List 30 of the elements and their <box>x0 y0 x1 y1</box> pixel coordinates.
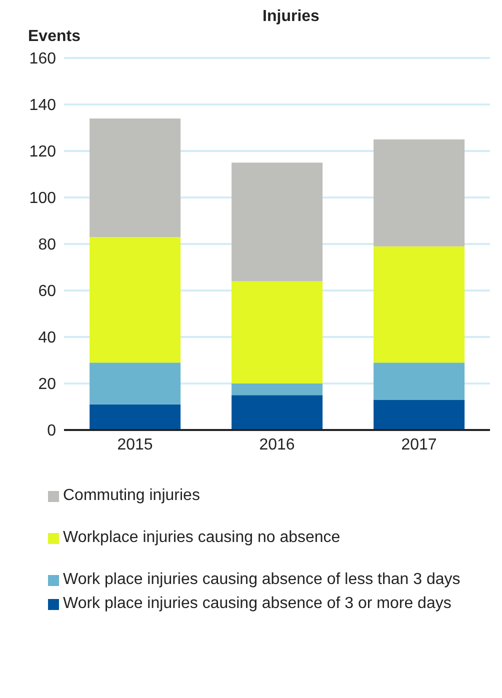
bar <box>90 118 181 238</box>
y-tick-label: 80 <box>38 236 56 254</box>
y-tick-label: 120 <box>29 144 56 161</box>
y-tick-label: 0 <box>47 422 56 440</box>
bar <box>374 246 465 363</box>
y-tick-label: 140 <box>29 97 56 114</box>
chart-title: Injuries <box>262 8 320 26</box>
y-tick-label: 100 <box>29 190 56 208</box>
bar <box>90 362 181 404</box>
bar <box>374 362 465 400</box>
bar <box>232 395 323 430</box>
bar <box>90 237 181 363</box>
bar <box>232 384 323 396</box>
legend-label: Workplace injuries causing no absence <box>63 528 340 548</box>
bar <box>232 281 323 384</box>
x-tick-label: 2016 <box>259 436 295 454</box>
y-tick-label: 20 <box>38 376 56 394</box>
x-tick-label: 2015 <box>117 436 153 454</box>
legend-label: Work place injuries causing absence of 3 or more days <box>63 594 452 614</box>
bar <box>374 400 465 430</box>
y-axis-title: Events <box>28 28 82 46</box>
y-tick-label: 160 <box>29 50 56 68</box>
legend-label: Work place injuries causing absence of less than 3 days <box>63 570 460 590</box>
bar <box>90 404 181 430</box>
y-tick-label: 40 <box>38 330 56 347</box>
bar <box>232 162 323 282</box>
legend-label: Commuting injuries <box>63 486 200 506</box>
x-tick-label: 2017 <box>401 436 437 454</box>
bar <box>374 139 465 246</box>
y-tick-label: 60 <box>38 283 56 300</box>
